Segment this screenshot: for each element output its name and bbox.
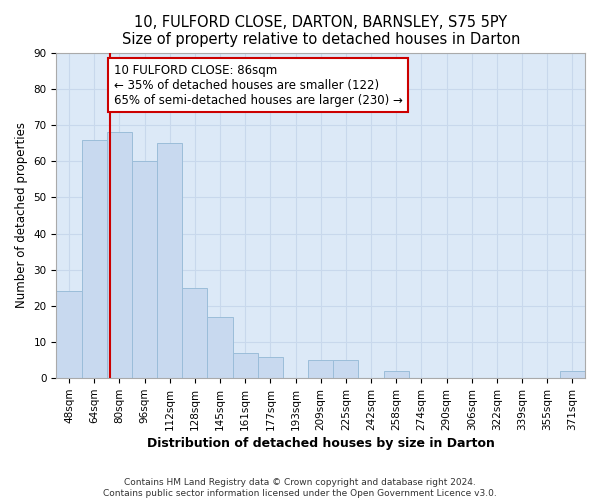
Bar [233,353,258,378]
Bar [157,143,182,378]
Bar [308,360,333,378]
Bar [56,292,82,378]
Title: 10, FULFORD CLOSE, DARTON, BARNSLEY, S75 5PY
Size of property relative to detach: 10, FULFORD CLOSE, DARTON, BARNSLEY, S75… [122,15,520,48]
X-axis label: Distribution of detached houses by size in Darton: Distribution of detached houses by size … [147,437,494,450]
Bar [208,316,233,378]
Bar [132,161,157,378]
Bar [258,356,283,378]
Bar [383,371,409,378]
Bar [560,371,585,378]
Y-axis label: Number of detached properties: Number of detached properties [15,122,28,308]
Bar [82,140,107,378]
Text: 10 FULFORD CLOSE: 86sqm
← 35% of detached houses are smaller (122)
65% of semi-d: 10 FULFORD CLOSE: 86sqm ← 35% of detache… [113,64,403,106]
Bar [182,288,208,378]
Bar [333,360,358,378]
Bar [107,132,132,378]
Text: Contains HM Land Registry data © Crown copyright and database right 2024.
Contai: Contains HM Land Registry data © Crown c… [103,478,497,498]
